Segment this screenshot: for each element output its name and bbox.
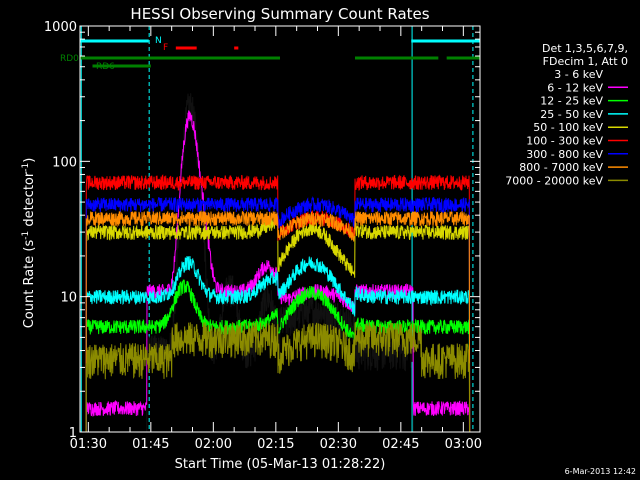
legend-entry-label: 6 - 12 keV <box>547 81 603 94</box>
y-axis-label-main: Count Rate (s <box>22 240 37 329</box>
legend-entry-label: 25 - 50 keV <box>540 108 603 121</box>
y-tick-label: 1 <box>69 426 77 441</box>
x-tick-label: 02:30 <box>320 437 357 452</box>
y-axis-label: Count Rate (s-1 detector-1) <box>21 158 37 329</box>
series-line-8 <box>85 322 471 432</box>
plot-area: NF RD0 RD6 <box>60 26 480 432</box>
legend-entry-label: 100 - 300 keV <box>526 135 603 148</box>
y-axis-label-sup2: -1 <box>21 163 31 172</box>
x-tick-label: 01:30 <box>70 437 107 452</box>
legend-entry-label: 50 - 100 keV <box>533 121 603 134</box>
y-axis-label-sup1: -1 <box>21 231 31 240</box>
x-axis-label: Start Time (05-Mar-13 01:28:22) <box>175 457 386 472</box>
series-line-3 <box>85 256 471 432</box>
rd0-flag-label: RD0 <box>60 54 79 64</box>
legend-entry-label: 3 - 6 keV <box>554 68 603 81</box>
legend-header-line: Det 1,3,5,6,7,9, <box>542 42 628 55</box>
legend-entry-label: 12 - 25 keV <box>540 95 603 108</box>
series-line-6 <box>85 196 471 432</box>
y-tick-label: 100 <box>52 155 77 170</box>
legend-entry-label: 800 - 7000 keV <box>519 161 603 174</box>
y-axis-label-end: ) <box>22 158 37 163</box>
series-line-7 <box>85 209 471 432</box>
y-axis-label-mid: detector <box>22 171 37 231</box>
axes: 1 10 100 1000 01:30 01:45 02:00 02:15 02:30 02:45… <box>44 20 482 452</box>
x-tick-label: 02:45 <box>382 437 419 452</box>
x-tick-label: 02:15 <box>257 437 294 452</box>
legend-entry-label: 7000 - 20000 keV <box>505 174 603 187</box>
flare-flag-label: F <box>163 43 168 53</box>
y-tick-label: 10 <box>60 291 77 306</box>
y-tick-label: 1000 <box>44 20 77 35</box>
x-tick-label: 03:00 <box>445 437 482 452</box>
legend: Det 1,3,5,6,7,9,FDecim 1, Att 03 - 6 keV… <box>505 42 628 187</box>
night-flag-label: N <box>155 36 162 46</box>
x-tick-label: 02:00 <box>195 437 232 452</box>
footer-timestamp: 6-Mar-2013 12:42 <box>565 467 636 476</box>
series-line-4 <box>85 212 471 432</box>
plot-clip-group <box>80 26 474 432</box>
chart-title: HESSI Observing Summary Count Rates <box>130 5 429 23</box>
x-tick-label: 01:45 <box>132 437 169 452</box>
rd6-flag-label: RD6 <box>96 62 115 72</box>
legend-header-line: FDecim 1, Att 0 <box>543 55 628 68</box>
plot-frame <box>79 25 481 433</box>
legend-entry-label: 300 - 800 keV <box>526 148 603 161</box>
